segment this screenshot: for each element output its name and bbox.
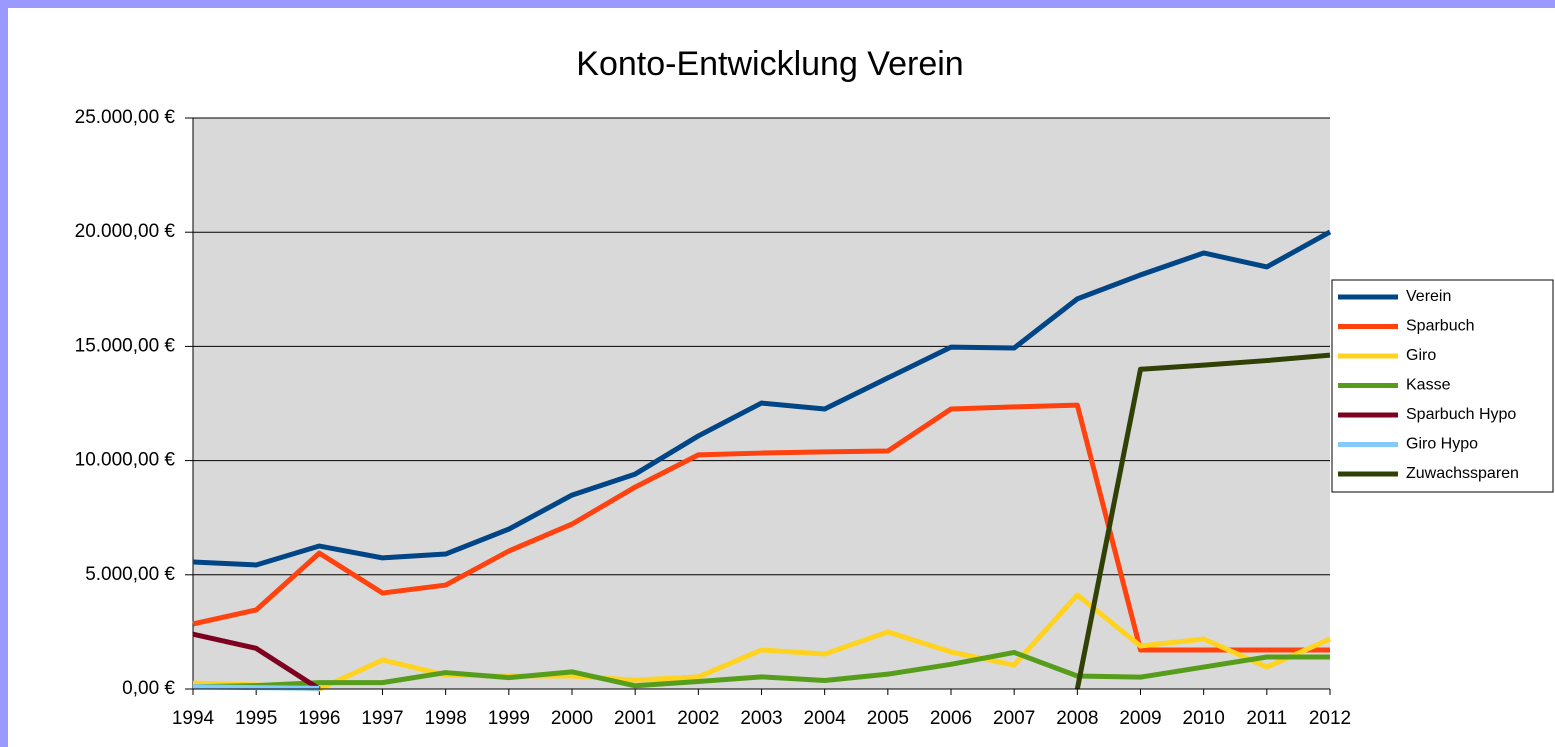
x-tick-label: 2005 xyxy=(867,708,909,729)
x-tick-label: 1998 xyxy=(425,708,467,729)
series-line xyxy=(192,592,1332,692)
x-tick-label: 1999 xyxy=(488,708,530,729)
legend-label: Sparbuch xyxy=(1406,318,1475,335)
x-tick-label: 1996 xyxy=(298,708,340,729)
series-line xyxy=(192,631,321,692)
y-tick-label: 5.000,00 € xyxy=(85,564,175,585)
y-tick-label: 25.000,00 € xyxy=(75,107,176,128)
legend-label: Kasse xyxy=(1406,377,1451,394)
x-tick-label: 1994 xyxy=(172,708,215,729)
legend-label: Giro Hypo xyxy=(1406,436,1478,453)
y-tick-label: 0,00 € xyxy=(122,678,175,699)
x-tick-label: 2011 xyxy=(1246,708,1287,729)
x-tick-label: 2000 xyxy=(551,708,593,729)
x-tick-label: 2001 xyxy=(614,708,656,729)
x-tick-label: 2012 xyxy=(1309,708,1351,729)
legend-label: Sparbuch Hypo xyxy=(1406,406,1516,423)
legend-label: Zuwachssparen xyxy=(1406,465,1519,482)
x-tick-label: 2010 xyxy=(1183,708,1225,729)
legend-label: Verein xyxy=(1406,288,1451,305)
x-tick-label: 2003 xyxy=(740,708,782,729)
series-line xyxy=(192,229,1332,568)
x-tick-label: 1995 xyxy=(235,708,277,729)
x-tick-label: 2002 xyxy=(677,708,719,729)
chart-title: Konto-Entwicklung Verein xyxy=(576,45,963,83)
x-tick-label: 2009 xyxy=(1119,708,1161,729)
legend-label: Giro xyxy=(1406,347,1436,364)
x-tick-label: 2008 xyxy=(1056,708,1098,729)
x-tick-label: 2006 xyxy=(930,708,972,729)
y-tick-label: 20.000,00 € xyxy=(75,221,176,242)
series-line xyxy=(192,684,320,691)
series-line xyxy=(1074,352,1331,690)
x-tick-label: 1997 xyxy=(361,708,403,729)
y-tick-label: 15.000,00 € xyxy=(75,335,176,356)
series-line xyxy=(192,402,1330,653)
x-tick-label: 2007 xyxy=(993,708,1035,729)
series-line xyxy=(192,649,1330,690)
x-tick-label: 2004 xyxy=(804,708,847,729)
y-tick-label: 10.000,00 € xyxy=(75,450,176,471)
